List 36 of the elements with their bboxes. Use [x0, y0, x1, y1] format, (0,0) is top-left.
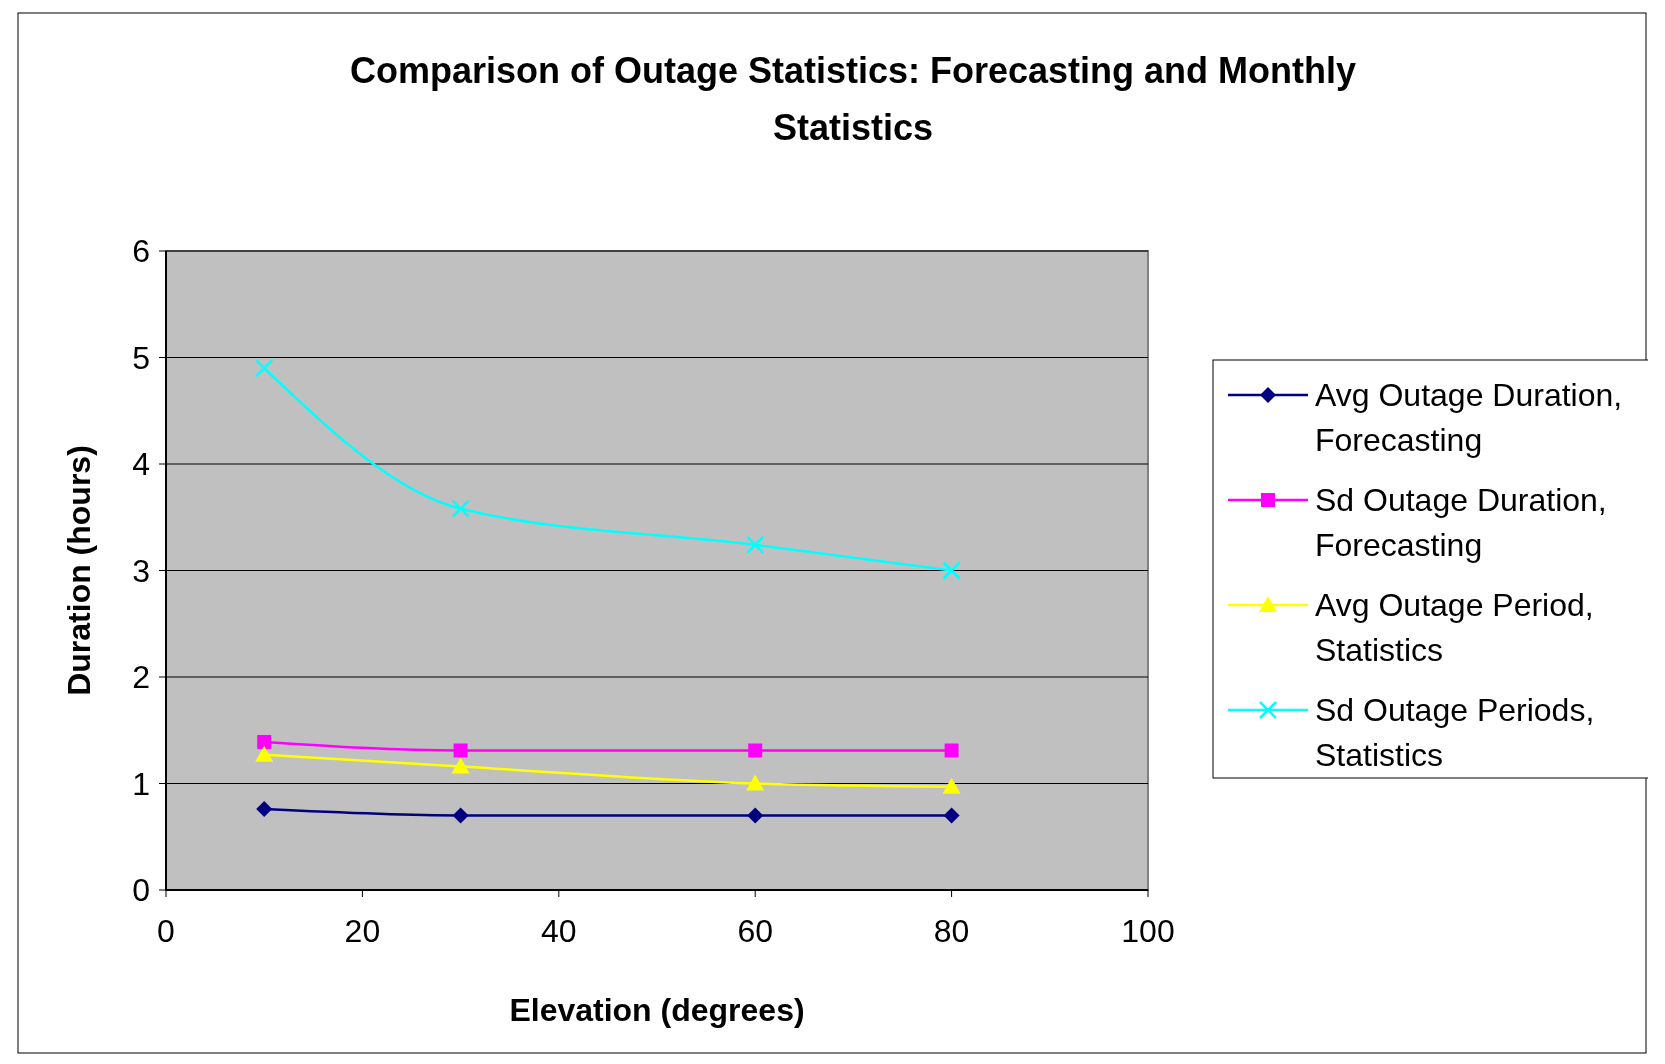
x-tick-label: 60 [737, 913, 773, 949]
x-tick-label: 0 [157, 913, 175, 949]
point [746, 774, 765, 791]
y-tick-label: 0 [132, 872, 150, 909]
x-axis-title: Elevation (degrees) [509, 992, 805, 1028]
point [255, 745, 274, 762]
point [452, 807, 469, 824]
point [944, 743, 959, 758]
y-tick-label: 5 [132, 339, 150, 376]
legend-label: Sd Outage Periods, Statistics [1315, 692, 1595, 774]
y-tick-label: 4 [132, 446, 150, 483]
x-tick-label: 20 [344, 913, 381, 949]
x-tick-label: 40 [541, 913, 577, 949]
point [453, 743, 468, 758]
point [254, 358, 274, 378]
x-tick-label: 80 [933, 913, 970, 949]
point [451, 499, 470, 518]
legend-label: Sd Outage Duration, Forecasting [1315, 482, 1607, 564]
point [943, 807, 960, 824]
x-tick-label: 100 [1121, 913, 1175, 949]
point [748, 743, 763, 758]
point [745, 535, 765, 555]
legend-label: Avg Outage Period, Statistics [1315, 587, 1594, 669]
y-tick-label: 1 [132, 765, 150, 802]
chart-title: Comparison of Outage Statistics: Forecasting and Monthly Statistics [349, 50, 1357, 148]
point [256, 801, 273, 818]
point [942, 777, 961, 794]
point [942, 561, 961, 580]
y-tick-label: 2 [132, 659, 150, 696]
point [451, 757, 470, 774]
y-axis-title: Duration (hours) [61, 445, 97, 696]
point [747, 807, 764, 824]
y-tick-label: 6 [132, 233, 150, 270]
y-tick-label: 3 [132, 552, 150, 589]
point [257, 734, 272, 749]
legend-label: Avg Outage Duration, Forecasting [1315, 377, 1623, 459]
